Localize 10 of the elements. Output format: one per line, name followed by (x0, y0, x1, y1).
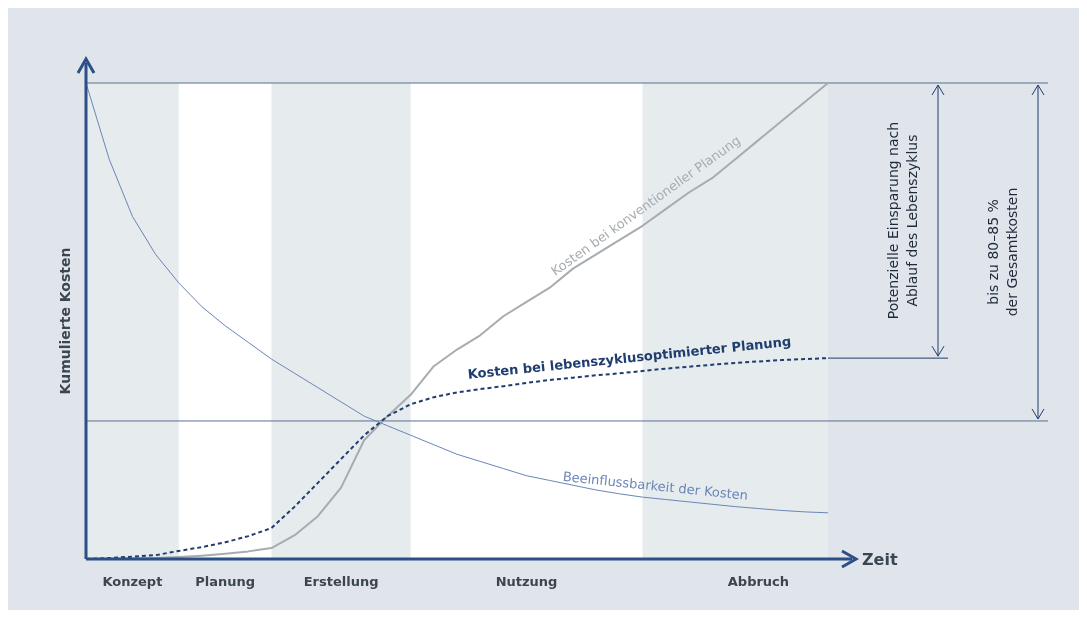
x-tick-label: Planung (195, 574, 256, 589)
y-axis-title: Kumulierte Kosten (57, 247, 73, 395)
text: Beeinflussbarkeit der Kosten (562, 468, 749, 503)
text: Potenzielle Einsparung nach Ablauf des Lebenszyklus (885, 121, 920, 320)
x-tick-label: Erstellung (303, 574, 379, 589)
x-axis-title: Zeit (862, 550, 898, 569)
x-tick-label: Abbruch (727, 574, 790, 589)
x-tick-label: Konzept (102, 574, 163, 589)
x-tick-label: Nutzung (495, 574, 558, 589)
text: bis zu 80–85 % der Gesamtkosten (985, 187, 1020, 317)
